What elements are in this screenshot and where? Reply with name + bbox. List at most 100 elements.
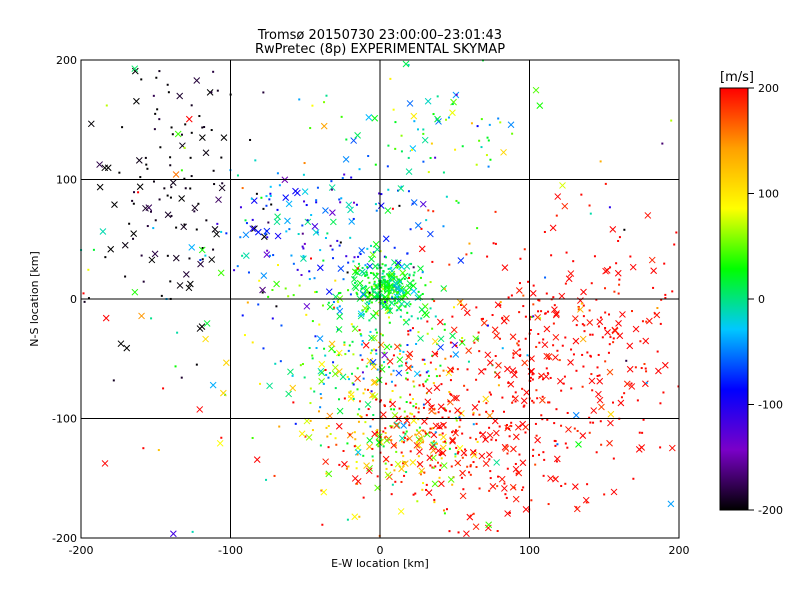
data-point-dot	[337, 301, 340, 304]
data-point-dot	[369, 362, 372, 365]
data-point-dot	[350, 323, 353, 326]
data-point-x	[331, 370, 339, 378]
data-point-dot	[175, 226, 178, 229]
data-point-dot	[439, 469, 442, 472]
data-point-x	[445, 369, 453, 377]
data-point-dot	[496, 530, 499, 533]
data-point-dot	[365, 414, 368, 417]
data-point-dot	[372, 459, 375, 462]
data-point-dot	[316, 231, 319, 234]
data-point-x	[351, 475, 359, 482]
data-point-dot	[376, 368, 379, 371]
data-point-dot	[505, 424, 508, 427]
data-point-dot	[392, 108, 395, 111]
data-point-dot	[510, 421, 513, 424]
data-point-dot	[499, 304, 502, 307]
data-point-dot	[582, 304, 585, 307]
data-point-dot	[183, 146, 186, 149]
data-point-x	[480, 319, 488, 327]
data-point-dot	[383, 285, 386, 288]
data-point-dot	[552, 322, 555, 325]
data-point-dot	[429, 156, 432, 159]
data-point-x	[450, 98, 457, 106]
data-point-x	[138, 312, 145, 320]
data-point-x	[606, 439, 613, 447]
data-point-dot	[334, 279, 337, 282]
data-point-dot	[287, 295, 290, 298]
data-point-dot	[664, 293, 667, 296]
data-point-dot	[556, 443, 559, 446]
data-point-dot	[362, 454, 365, 457]
data-point-dot	[385, 256, 388, 259]
data-point-dot	[583, 324, 586, 327]
data-point-dot	[455, 419, 458, 422]
data-point-dot	[369, 330, 372, 333]
data-point-x	[372, 272, 380, 280]
data-point-dot	[322, 382, 325, 385]
data-point-dot	[406, 418, 409, 421]
data-point-dot	[362, 496, 365, 499]
data-point-dot	[575, 324, 578, 327]
data-point-dot	[154, 112, 157, 115]
data-point-dot	[623, 392, 626, 395]
data-point-x	[667, 500, 675, 508]
data-point-dot	[303, 376, 306, 379]
data-point-dot	[413, 415, 416, 418]
data-point-x	[614, 269, 622, 277]
data-point-dot	[384, 432, 387, 435]
data-point-dot	[358, 168, 361, 171]
data-point-dot	[433, 300, 436, 303]
data-point-dot	[342, 278, 345, 281]
data-point-dot	[429, 281, 432, 284]
data-point-dot	[373, 284, 376, 287]
data-point-dot	[389, 279, 392, 282]
data-point-x	[440, 433, 447, 441]
data-point-dot	[612, 337, 615, 340]
data-point-dot	[371, 447, 374, 450]
x-tick-label: 200	[669, 544, 690, 557]
data-point-dot	[405, 430, 408, 433]
data-point-dot	[338, 244, 341, 247]
data-point-dot	[393, 302, 396, 305]
data-point-dot	[302, 173, 305, 176]
data-point-dot	[529, 329, 532, 332]
data-point-dot	[552, 296, 555, 299]
data-point-dot	[588, 416, 591, 419]
data-point-dot	[220, 156, 223, 159]
data-point-x	[368, 255, 375, 263]
data-point-dot	[564, 336, 567, 339]
data-point-dot	[384, 280, 387, 283]
data-point-dot	[547, 310, 550, 313]
data-point-x	[312, 228, 320, 236]
data-point-x	[395, 369, 403, 377]
data-point-dot	[485, 402, 488, 405]
data-point-dot	[309, 127, 312, 130]
data-point-x	[395, 285, 402, 292]
data-point-dot	[236, 265, 239, 268]
data-point-x	[398, 434, 406, 442]
data-point-dot	[412, 266, 415, 269]
data-point-x	[554, 193, 562, 200]
data-point-dot	[348, 433, 351, 436]
data-point-x	[303, 417, 311, 425]
data-point-dot	[478, 139, 481, 142]
y-tick-label: 200	[56, 54, 77, 67]
data-point-dot	[387, 291, 390, 294]
data-point-x	[357, 310, 365, 318]
data-point-x	[454, 407, 461, 414]
data-point-dot	[468, 471, 471, 474]
data-point-dot	[251, 218, 254, 221]
data-point-dot	[544, 312, 547, 315]
data-point-dot	[201, 258, 204, 261]
data-point-dot	[146, 167, 149, 170]
data-point-dot	[491, 410, 494, 413]
data-point-dot	[618, 278, 621, 281]
data-point-dot	[244, 219, 247, 222]
data-point-dot	[547, 401, 550, 404]
data-point-dot	[487, 165, 490, 168]
data-point-dot	[477, 400, 480, 403]
data-point-dot	[523, 404, 526, 407]
data-point-x	[396, 356, 404, 364]
data-point-dot	[265, 478, 268, 481]
data-point-x	[409, 458, 417, 466]
